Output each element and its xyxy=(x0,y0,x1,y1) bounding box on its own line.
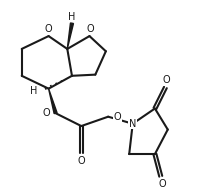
Text: H: H xyxy=(68,12,76,22)
Text: O: O xyxy=(43,108,50,118)
Text: O: O xyxy=(113,112,121,122)
Text: H: H xyxy=(30,86,37,96)
Text: O: O xyxy=(87,24,94,34)
Polygon shape xyxy=(49,89,57,114)
Text: N: N xyxy=(129,119,136,129)
Text: O: O xyxy=(45,24,52,34)
Text: O: O xyxy=(163,75,170,85)
Text: O: O xyxy=(158,179,166,189)
Text: O: O xyxy=(77,156,85,166)
Polygon shape xyxy=(67,23,73,49)
